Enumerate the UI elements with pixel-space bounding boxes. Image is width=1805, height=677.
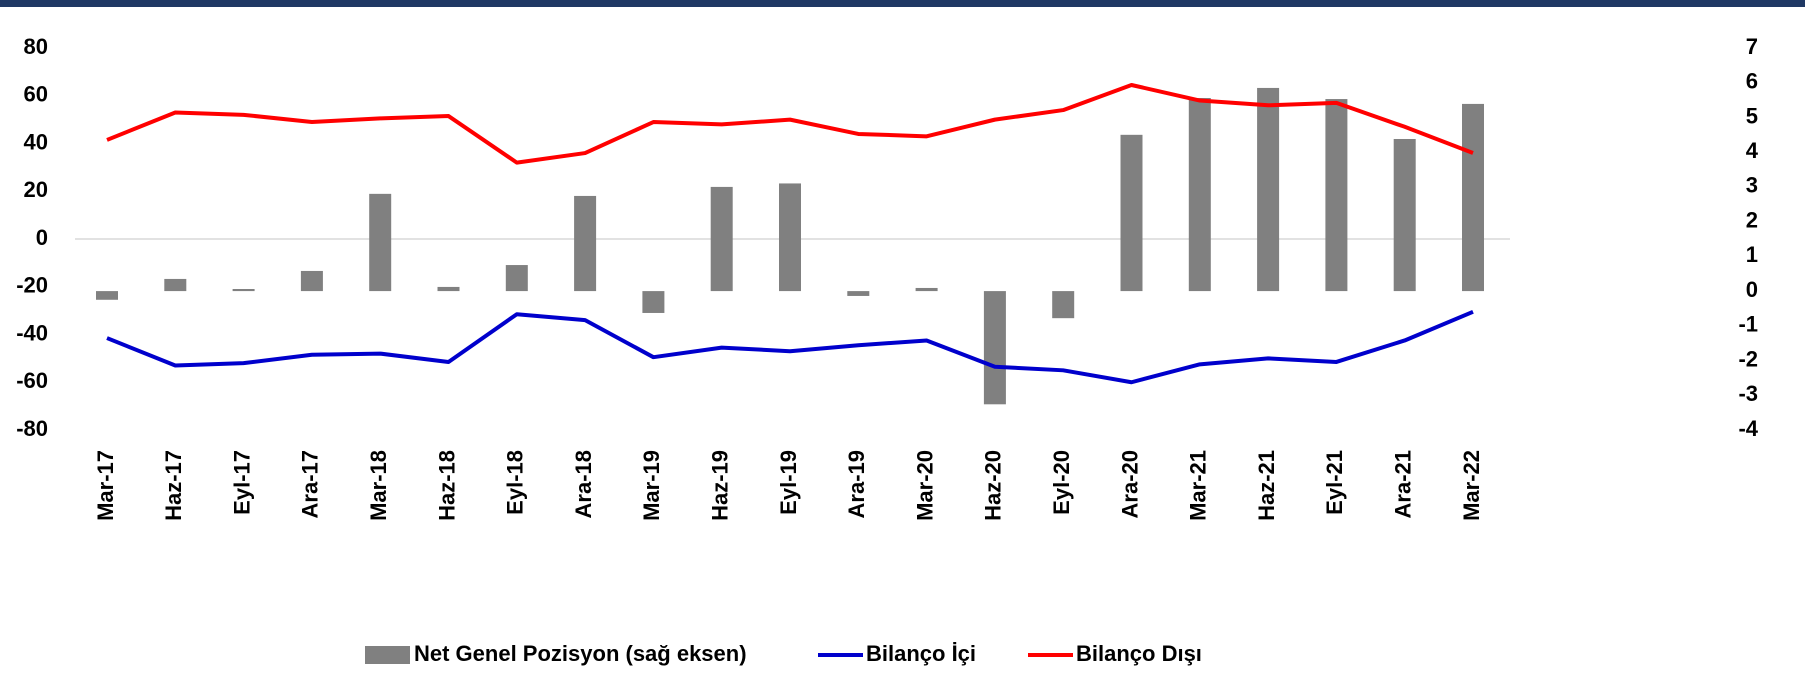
y2-tick-label: 4 (1746, 138, 1759, 163)
x-tick-label: Ara-18 (571, 450, 596, 518)
y2-tick-label: 5 (1746, 103, 1758, 128)
line (106, 309, 1474, 385)
legend-label: Bilanço Dışı (1076, 641, 1202, 666)
x-tick-label: Mar-21 (1186, 450, 1211, 521)
bar (847, 291, 870, 296)
bar (779, 183, 801, 292)
y-tick-label: 40 (24, 129, 48, 154)
x-tick-label: Eyl-17 (229, 450, 254, 515)
y2-tick-label: 6 (1746, 69, 1758, 94)
line (106, 83, 1474, 165)
x-tick-label: Mar-22 (1459, 450, 1484, 521)
bar (96, 291, 118, 300)
y-tick-label: -80 (16, 416, 48, 441)
y2-tick-label: -3 (1738, 381, 1758, 406)
header-band (0, 0, 1805, 7)
bar (574, 195, 597, 292)
bar (505, 265, 528, 292)
x-tick-label: Mar-17 (93, 450, 118, 521)
legend-label: Net Genel Pozisyon (sağ eksen) (414, 641, 747, 666)
bar (1052, 291, 1075, 319)
bar (983, 291, 1006, 405)
bar (1393, 138, 1416, 292)
x-tick-label: Eyl-19 (776, 450, 801, 515)
bar (1188, 98, 1211, 292)
y-tick-label: -60 (16, 368, 48, 393)
x-tick-label: Haz-17 (161, 450, 186, 521)
y2-tick-label: 7 (1746, 34, 1758, 59)
x-tick-label: Mar-20 (912, 450, 937, 521)
x-tick-label: Haz-21 (1254, 450, 1279, 521)
y2-tick-label: -2 (1738, 346, 1758, 371)
y2-tick-label: 1 (1746, 242, 1758, 267)
x-tick-label: Ara-20 (1117, 450, 1142, 518)
bar (369, 193, 392, 292)
bar (642, 291, 665, 313)
x-tick-label: Eyl-18 (503, 450, 528, 515)
y-tick-label: -20 (16, 273, 48, 298)
y2-tick-label: 2 (1746, 207, 1758, 232)
x-tick-label: Mar-19 (639, 450, 664, 521)
bar (1257, 87, 1280, 292)
y-tick-label: 80 (24, 34, 48, 59)
bar (1325, 99, 1348, 292)
bar (164, 278, 187, 292)
y2-tick-label: 3 (1746, 173, 1758, 198)
y2-tick-label: -1 (1738, 312, 1758, 337)
y2-tick-label: 0 (1746, 277, 1758, 302)
legend-label: Bilanço İçi (866, 641, 976, 666)
x-tick-label: Ara-19 (844, 450, 869, 518)
bar (232, 289, 255, 292)
y-tick-label: 60 (24, 82, 48, 107)
bar (915, 287, 938, 292)
legend-swatch (365, 646, 410, 664)
x-tick-label: Mar-18 (366, 450, 391, 521)
y-tick-label: -40 (16, 320, 48, 345)
x-tick-label: Eyl-20 (1049, 450, 1074, 515)
bar (1462, 103, 1484, 292)
y2-tick-label: -4 (1738, 416, 1758, 441)
bar (300, 270, 323, 292)
x-tick-label: Haz-19 (708, 450, 733, 521)
y-tick-label: 0 (36, 225, 48, 250)
bar (1120, 134, 1143, 292)
x-tick-label: Eyl-21 (1322, 450, 1347, 515)
x-tick-label: Ara-17 (298, 450, 323, 518)
bar (437, 286, 460, 292)
y-tick-label: 20 (24, 177, 48, 202)
x-tick-label: Haz-18 (434, 450, 459, 521)
x-tick-label: Haz-20 (981, 450, 1006, 521)
x-tick-label: Ara-21 (1391, 450, 1416, 518)
bar (710, 186, 733, 292)
